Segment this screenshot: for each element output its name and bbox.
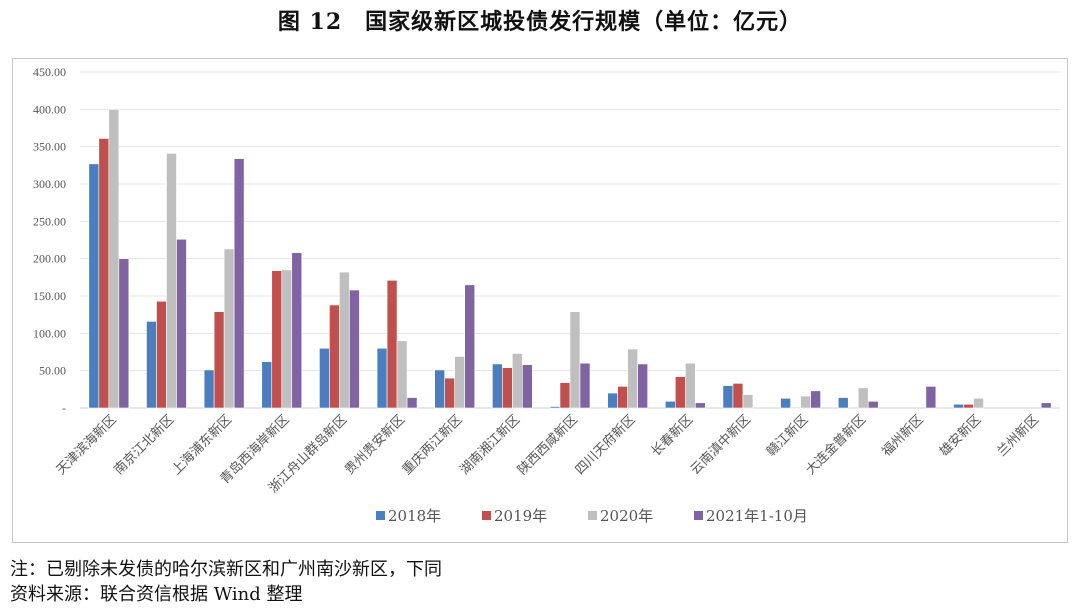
bar-2021年1-10月-浙江舟山群岛新区 [349,289,360,409]
bar-2019年-长春新区 [674,376,686,409]
x-tick-label: 南京江北新区 [111,412,177,478]
bar-2019年-贵州贵安新区 [386,280,398,409]
bar-2020年-大连金普新区 [857,387,869,409]
bar-2020年-南京江北新区 [166,153,177,409]
bar-2018年-雄安新区 [953,403,964,409]
bar-2018年-南京江北新区 [146,321,157,409]
x-tick-label: 赣江新区 [763,412,811,460]
bar-2021年1-10月-南京江北新区 [176,238,187,409]
bar-2021年1-10月-四川天府新区 [637,363,648,409]
bar-2020年-重庆两江新区 [454,356,466,409]
bar-2018年-长春新区 [664,400,676,409]
bar-2021年1-10月-天津滨海新区 [118,258,130,409]
legend-label: 2021年1-10月 [706,507,808,525]
y-tick-label: 350.00 [33,140,66,154]
bar-2021年1-10月-兰州新区 [1040,402,1052,409]
bar-2020年-天津滨海新区 [108,109,120,409]
y-tick-label: 250.00 [33,214,66,228]
bar-2019年-天津滨海新区 [98,138,110,409]
bar-2020年-云南滇中新区 [742,394,754,409]
bar-2021年1-10月-赣江新区 [810,390,821,409]
x-tick-label: 重庆两江新区 [399,412,465,478]
x-tick-label: 雄安新区 [936,412,984,460]
bar-2021年1-10月-福州新区 [925,386,937,409]
bar-2021年1-10月-湖南湘江新区 [522,364,533,409]
bar-2018年-四川天府新区 [607,392,618,409]
footnote: 注：已剔除未发债的哈尔滨新区和广州南沙新区，下同 [10,559,442,580]
bar-2020年-浙江舟山群岛新区 [339,271,350,409]
bar-2019年-陕西西咸新区 [559,382,571,409]
bar-2019年-上海浦东新区 [213,311,225,409]
bar-2019年-青岛西海岸新区 [271,270,283,409]
y-tick-label: 100.00 [33,326,66,340]
bar-2019年-南京江北新区 [156,300,167,409]
bar-2020年-雄安新区 [973,397,984,409]
bar-2021年1-10月-重庆两江新区 [464,284,476,409]
chart-frame [12,58,1068,543]
bar-2020年-青岛西海岸新区 [281,269,293,409]
bar-2018年-贵州贵安新区 [376,347,388,409]
bar-2019年-浙江舟山群岛新区 [329,304,340,409]
bar-2018年-天津滨海新区 [88,163,100,409]
x-tick-label: 陕西西咸新区 [514,412,580,478]
legend-label: 2018年 [388,507,441,525]
x-tick-label: 贵州贵安新区 [341,412,407,478]
y-tick-label: 50.00 [39,364,66,378]
bar-2019年-四川天府新区 [617,386,628,409]
bar-2021年1-10月-大连金普新区 [867,400,879,409]
bar-2019年-云南滇中新区 [732,383,744,409]
legend-swatch [694,511,703,520]
bar-2019年-赣江新区 [790,406,801,409]
bar-2018年-云南滇中新区 [722,385,734,409]
x-tick-label: 云南滇中新区 [687,412,753,478]
legend-swatch [482,511,491,520]
bar-2018年-上海浦东新区 [203,369,215,409]
y-tick-label: 450.00 [33,65,66,79]
bar-2020年-贵州贵安新区 [396,340,408,409]
legend-swatch [588,511,597,520]
legend-label: 2020年 [600,507,653,525]
bar-2018年-赣江新区 [780,397,791,409]
bar-2018年-大连金普新区 [837,397,849,409]
legend-swatch [376,511,385,520]
bar-2019年-重庆两江新区 [444,377,456,409]
y-tick-label: 300.00 [33,177,66,191]
bar-2021年1-10月-青岛西海岸新区 [291,252,303,409]
x-tick-label: 大连金普新区 [803,412,869,478]
bar-2021年1-10月-贵州贵安新区 [406,397,418,409]
bar-2021年1-10月-陕西西咸新区 [579,362,591,409]
bar-2018年-青岛西海岸新区 [261,361,273,409]
bar-2018年-陕西西咸新区 [549,406,561,409]
y-tick-label: - [62,401,66,415]
source-note: 资料来源：联合资信根据 Wind 整理 [10,584,303,605]
bar-2020年-湖南湘江新区 [512,353,523,409]
bar-2020年-四川天府新区 [627,348,638,409]
bar-2020年-长春新区 [684,362,696,409]
legend-label: 2019年 [494,507,547,525]
bar-2019年-湖南湘江新区 [502,367,513,409]
bar-2018年-湖南湘江新区 [492,363,503,409]
bar-2020年-赣江新区 [800,395,811,409]
bar-2021年1-10月-上海浦东新区 [233,158,245,409]
y-tick-label: 400.00 [33,102,66,116]
bar-2019年-雄安新区 [963,403,974,409]
bar-2021年1-10月-长春新区 [694,402,706,409]
bar-2018年-浙江舟山群岛新区 [319,347,330,409]
x-tick-label: 兰州新区 [994,412,1042,460]
x-tick-label: 福州新区 [879,412,927,460]
bar-2020年-上海浦东新区 [223,248,235,409]
x-tick-label: 四川天府新区 [572,412,638,478]
x-tick-label: 长春新区 [648,412,696,460]
bar-2018年-重庆两江新区 [434,369,446,409]
figure-title: 图 12 国家级新区城投债发行规模（单位：亿元） [277,9,803,35]
x-tick-label: 天津滨海新区 [53,412,119,478]
y-tick-label: 200.00 [33,252,66,266]
y-tick-label: 150.00 [33,289,66,303]
bar-2020年-陕西西咸新区 [569,311,581,409]
x-tick-label: 湖南湘江新区 [457,412,523,478]
